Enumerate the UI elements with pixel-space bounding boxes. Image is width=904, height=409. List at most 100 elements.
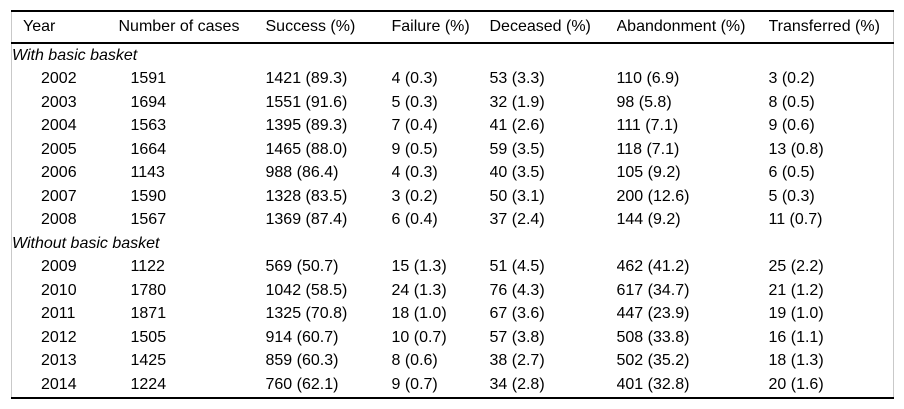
table-cell: 11 (0.7) <box>768 211 823 229</box>
table-cell: 1325 (70.8) <box>265 305 348 323</box>
table-row: 2005 1664 1465 (88.0) 9 (0.5) 59 (3.5) 118 (7… <box>12 138 894 162</box>
year-cell: 2010 <box>41 281 77 299</box>
table-cell: 5 (0.3) <box>391 93 438 111</box>
table-cell: 41 (2.6) <box>489 117 545 135</box>
table-cell: 760 (62.1) <box>265 375 339 393</box>
table-cell: 32 (1.9) <box>489 93 545 111</box>
table-cell: 914 (60.7) <box>265 328 339 346</box>
table-cell: 1143 <box>130 164 165 182</box>
table-cell: 110 (6.9) <box>616 70 680 88</box>
table-cell: 76 (4.3) <box>489 281 545 299</box>
year-cell: 2004 <box>41 117 77 135</box>
column-header: Failure (%) <box>391 11 490 44</box>
table-cell: 1224 <box>130 375 167 393</box>
column-header: Year <box>11 11 119 44</box>
table-cell: 1042 (58.5) <box>265 281 348 299</box>
table-cell: 1122 <box>130 258 165 276</box>
year-cell: 2011 <box>41 305 76 323</box>
table-row: 2009 1122 569 (50.7) 15 (1.3) 51 (4.5) 462 (4… <box>12 256 894 280</box>
table-cell: 1465 (88.0) <box>265 140 348 158</box>
table-cell: 51 (4.5) <box>489 258 545 276</box>
year-cell: 2014 <box>41 375 77 393</box>
table-header: Year Number of cases Success (%) Failure (%… <box>11 11 894 44</box>
year-cell: 2012 <box>41 328 77 346</box>
table-cell: 20 (1.6) <box>768 375 824 393</box>
table-cell: 15 (1.3) <box>391 258 447 276</box>
table-cell: 6 (0.4) <box>391 211 438 229</box>
table-cell: 1563 <box>130 117 167 135</box>
table-cell: 144 (9.2) <box>616 211 681 229</box>
table-cell: 8 (0.5) <box>768 93 815 111</box>
table-cell: 67 (3.6) <box>489 305 545 323</box>
table-cell: 617 (34.7) <box>616 281 690 299</box>
table-row: 2008 1567 1369 (87.4) 6 (0.4) 37 (2.4) 144 (9… <box>12 209 894 233</box>
table-cell: 1694 <box>130 93 167 111</box>
table-cell: 1591 <box>130 70 167 88</box>
column-header: Number of cases <box>118 11 266 44</box>
table-cell: 10 (0.7) <box>391 328 447 346</box>
table-cell: 3 (0.2) <box>768 70 815 88</box>
table-cell: 57 (3.8) <box>489 328 545 346</box>
table-cell: 18 (1.3) <box>768 352 824 370</box>
table-cell: 859 (60.3) <box>265 352 339 370</box>
table-cell: 19 (1.0) <box>768 305 824 323</box>
table-cell: 1395 (89.3) <box>265 117 348 135</box>
column-header: Transferred (%) <box>768 11 894 44</box>
table-cell: 105 (9.2) <box>616 164 681 182</box>
table-cell: 37 (2.4) <box>489 211 545 229</box>
table-row: 2007 1590 1328 (83.5) 3 (0.2) 50 (3.1) 200 (1… <box>12 185 894 209</box>
table-row: 2004 1563 1395 (89.3) 7 (0.4) 41 (2.6) 111 (7… <box>12 115 894 139</box>
year-cell: 2002 <box>41 70 77 88</box>
table-cell: 6 (0.5) <box>768 164 815 182</box>
table-cell: 1369 (87.4) <box>265 211 348 229</box>
table-cell: 7 (0.4) <box>391 117 438 135</box>
section-label: Without basic basket <box>12 234 160 252</box>
table-cell: 38 (2.7) <box>489 352 545 370</box>
table-row: 2013 1425 859 (60.3) 8 (0.6) 38 (2.7) 502 (35… <box>12 350 894 374</box>
table-cell: 53 (3.3) <box>489 70 545 88</box>
table-cell: 111 (7.1) <box>616 117 679 135</box>
table-cell: 40 (3.5) <box>489 164 545 182</box>
table-cell: 9 (0.7) <box>391 375 438 393</box>
table-cell: 447 (23.9) <box>616 305 690 323</box>
table-cell: 24 (1.3) <box>391 281 447 299</box>
table-cell: 25 (2.2) <box>768 258 824 276</box>
table-cell: 34 (2.8) <box>489 375 545 393</box>
table-cell: 200 (12.6) <box>616 187 690 205</box>
year-cell: 2007 <box>41 187 77 205</box>
year-cell: 2006 <box>41 164 77 182</box>
table-cell: 1871 <box>130 305 167 323</box>
table-cell: 50 (3.1) <box>489 187 545 205</box>
year-cell: 2005 <box>41 140 77 158</box>
table-cell: 9 (0.6) <box>768 117 815 135</box>
table-cell: 13 (0.8) <box>768 140 824 158</box>
table-cell: 1421 (89.3) <box>265 70 348 88</box>
section-label: With basic basket <box>12 46 138 64</box>
table-cell: 1567 <box>130 211 167 229</box>
column-header: Abandonment (%) <box>616 11 769 44</box>
table-row: 2002 1591 1421 (89.3) 4 (0.3) 53 (3.3) 110 (6… <box>12 68 894 92</box>
table-cell: 1551 (91.6) <box>265 93 348 111</box>
table-body: With basic basket 2002 1591 1421 (89.3) 4 (0… <box>12 43 894 398</box>
table-cell: 1425 <box>130 352 167 370</box>
table-cell: 1328 (83.5) <box>265 187 348 205</box>
table-row: 2003 1694 1551 (91.6) 5 (0.3) 32 (1.9) 98 (5.… <box>12 91 894 115</box>
table-cell: 1505 <box>130 328 167 346</box>
section-row: With basic basket <box>12 43 894 68</box>
table-cell: 9 (0.5) <box>391 140 438 158</box>
table-cell: 502 (35.2) <box>616 352 690 370</box>
column-header: Success (%) <box>265 11 392 44</box>
section-row: Without basic basket <box>12 232 894 256</box>
header-row: Year Number of cases Success (%) Failure (%… <box>11 11 894 44</box>
table-cell: 8 (0.6) <box>391 352 438 370</box>
table-row: 2014 1224 760 (62.1) 9 (0.7) 34 (2.8) 401 (32… <box>12 373 894 398</box>
results-table-container: Year Number of cases Success (%) Failure (%… <box>11 10 894 399</box>
table-cell: 1780 <box>130 281 167 299</box>
table-cell: 59 (3.5) <box>489 140 545 158</box>
table-row: 2011 1871 1325 (70.8) 18 (1.0) 67 (3.6) 447 (… <box>12 303 894 327</box>
table-row: 2006 1143 988 (86.4) 4 (0.3) 40 (3.5) 105 (9.… <box>12 162 894 186</box>
year-cell: 2008 <box>41 211 77 229</box>
table-cell: 16 (1.1) <box>768 328 824 346</box>
year-cell: 2003 <box>41 93 77 111</box>
table-cell: 1664 <box>130 140 167 158</box>
